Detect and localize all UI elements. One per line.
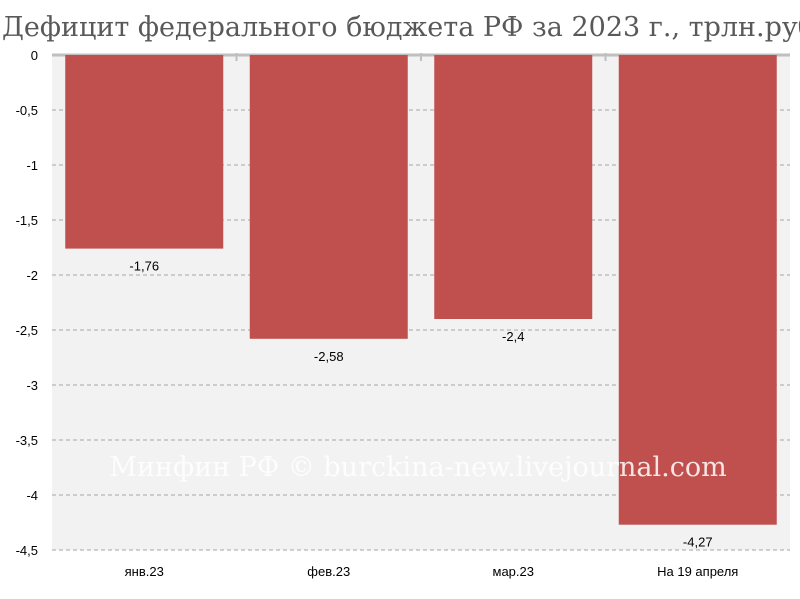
bar [434, 55, 593, 319]
bar [618, 55, 777, 525]
y-tick-label: 0 [31, 48, 38, 63]
y-tick-label: -1 [26, 158, 38, 173]
category-label: На 19 апреля [657, 564, 738, 579]
category-label: янв.23 [125, 564, 164, 579]
y-tick-label: -4 [26, 488, 38, 503]
bar [249, 55, 408, 339]
y-tick-label: -2,5 [16, 323, 38, 338]
y-tick-label: -3,5 [16, 433, 38, 448]
data-labels: -1,76 -2,58 -2,4 -4,27 [129, 259, 712, 550]
data-label: -2,58 [314, 349, 344, 364]
bars [65, 55, 777, 525]
y-axis: 0 -0,5 -1 -1,5 -2 -2,5 -3 -3,5 -4 -4,5 [16, 48, 38, 558]
watermark: Минфин РФ © burckina-new.livejournal.com [109, 452, 726, 483]
chart-title: Дефицит федерального бюджета РФ за 2023 … [2, 12, 800, 43]
y-tick-label: -3 [26, 378, 38, 393]
y-tick-label: -1,5 [16, 213, 38, 228]
data-label: -4,27 [683, 535, 713, 550]
y-tick-label: -2 [26, 268, 38, 283]
data-label: -2,4 [502, 329, 524, 344]
y-tick-label: -0,5 [16, 103, 38, 118]
x-axis: янв.23 фев.23 мар.23 На 19 апреля [125, 564, 739, 579]
y-tick-label: -4,5 [16, 543, 38, 558]
category-label: мар.23 [493, 564, 534, 579]
bar [65, 55, 224, 249]
data-label: -1,76 [129, 259, 159, 274]
category-label: фев.23 [307, 564, 350, 579]
